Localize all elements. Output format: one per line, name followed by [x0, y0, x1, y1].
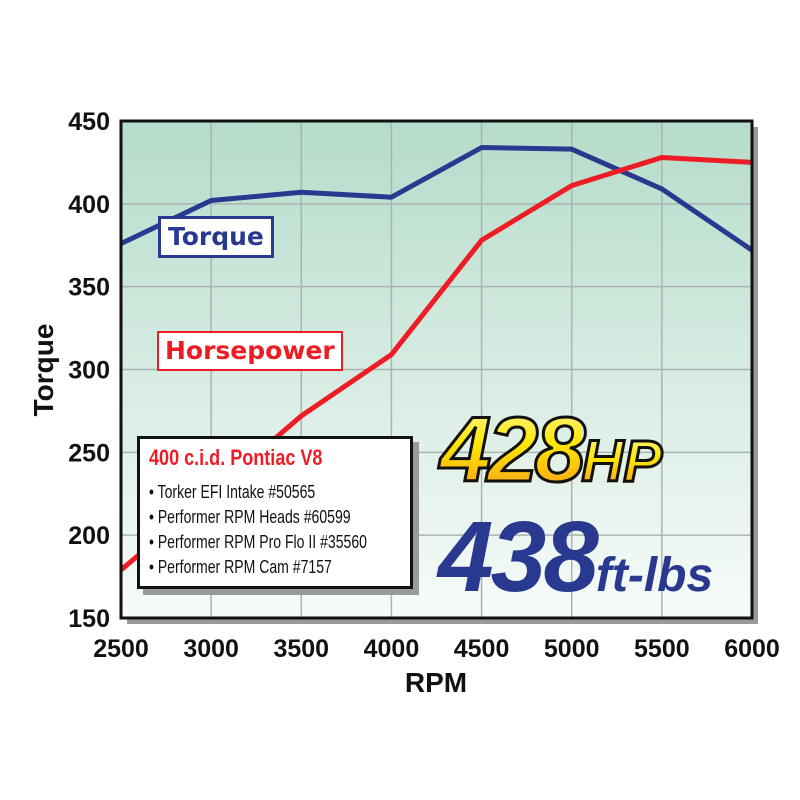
- x-tick-label: 5500: [634, 635, 690, 663]
- x-tick-labels: 2500 3000 3500 4000 4500 5000 5500 6000: [93, 635, 780, 663]
- legend-horsepower: Horsepower: [157, 331, 343, 371]
- x-tick-label: 2500: [93, 635, 149, 663]
- spec-item: • Performer RPM Pro Flo II #35560: [149, 532, 367, 552]
- series-line-torque: [119, 145, 754, 253]
- spec-item: • Performer RPM Heads #60599: [149, 507, 351, 527]
- peak-torque-headline: 438ft-lbs: [438, 500, 713, 615]
- x-tick-label: 6000: [724, 635, 780, 663]
- peak-hp-unit: HP: [580, 428, 664, 496]
- peak-hp-value: 428: [439, 398, 587, 503]
- y-tick-label: 450: [68, 108, 110, 136]
- y-tick-label: 350: [68, 274, 110, 302]
- x-tick-label: 4500: [454, 635, 510, 663]
- legend-torque: Torque: [158, 216, 274, 258]
- y-tick-label: 150: [68, 605, 110, 633]
- y-tick-labels: 150 200 250 300 350 400 450: [68, 108, 110, 633]
- x-tick-label: 4000: [364, 635, 420, 663]
- engine-spec-box: 400 c.i.d. Pontiac V8 • Torker EFI Intak…: [137, 436, 413, 589]
- y-tick-label: 200: [68, 522, 110, 550]
- peak-torque-unit: ft-lbs: [595, 549, 714, 602]
- plot-border: [119, 119, 754, 620]
- x-tick-label: 3000: [183, 635, 239, 663]
- peak-torque-value: 438: [438, 501, 599, 613]
- x-axis-label: RPM: [405, 667, 467, 698]
- y-tick-label: 400: [68, 191, 110, 219]
- y-tick-label: 300: [68, 357, 110, 385]
- y-axis-label: Torque: [28, 324, 59, 417]
- peak-hp-headline: 428HP: [439, 398, 664, 503]
- x-tick-label: 5000: [544, 635, 600, 663]
- spec-item: • Performer RPM Cam #7157: [149, 557, 332, 577]
- spec-title: 400 c.i.d. Pontiac V8: [149, 445, 323, 470]
- x-tick-label: 3500: [273, 635, 329, 663]
- y-tick-label: 250: [68, 439, 110, 467]
- spec-item: • Torker EFI Intake #50565: [149, 482, 316, 502]
